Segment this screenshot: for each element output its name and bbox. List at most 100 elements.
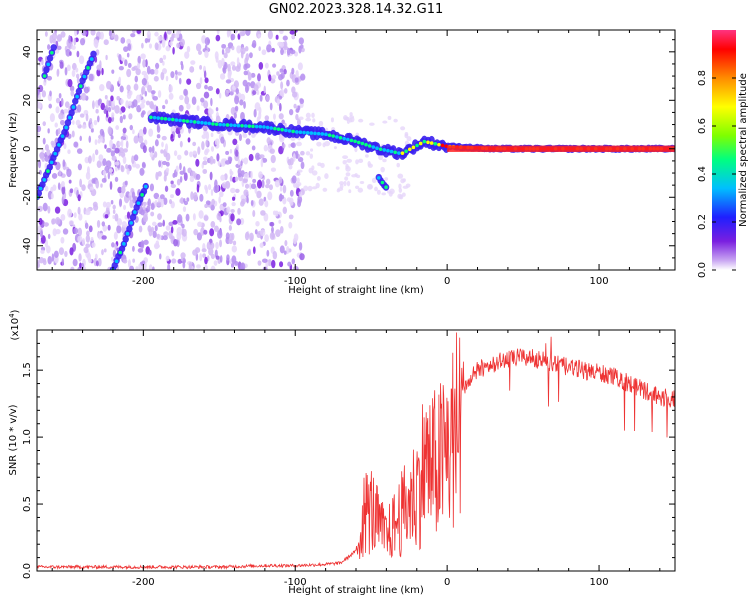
spectrogram-noise-speckle	[83, 86, 90, 94]
spectrogram-noise-speckle	[295, 172, 301, 176]
spectrogram-noise-speckle	[236, 218, 242, 226]
spectrogram-noise-speckle	[131, 155, 135, 165]
spectrogram-noise-speckle	[128, 90, 133, 96]
spectrogram-noise-speckle	[269, 102, 273, 111]
spectrogram-noise-speckle	[86, 166, 90, 175]
spectrogram-noise-speckle	[76, 104, 82, 113]
spectrogram-noise-speckle	[50, 192, 54, 200]
spectrogram-noise-speckle	[236, 45, 242, 54]
spectrogram-noise-speckle	[67, 79, 73, 88]
spectrogram-noise-speckle	[282, 143, 286, 149]
spectrogram-noise-speckle	[374, 186, 378, 192]
spectrogram-noise-speckle	[195, 173, 201, 181]
spectrogram-noise-speckle	[84, 222, 89, 229]
spectrogram-trace-core	[269, 126, 274, 130]
spectrogram-noise-speckle	[201, 248, 207, 253]
spectrogram-noise-speckle	[42, 137, 46, 145]
spectrogram-noise-speckle	[330, 117, 334, 123]
spectrogram-noise-speckle	[143, 126, 147, 135]
spectrogram-noise-speckle	[149, 69, 155, 75]
spectrogram-noise-speckle	[93, 39, 99, 48]
spectrogram-noise-speckle	[296, 118, 301, 126]
spectrogram-noise-speckle	[349, 115, 355, 119]
spectrogram-noise-speckle	[47, 255, 52, 265]
spectrogram-noise-speckle	[216, 212, 222, 221]
spectrogram-trace-core	[258, 124, 263, 129]
spectrogram-noise-speckle	[156, 134, 161, 139]
spectrogram-noise-speckle	[289, 108, 294, 116]
spectrogram-noise-speckle	[136, 30, 142, 34]
spectrogram-noise-speckle	[92, 201, 98, 208]
spectrogram-noise-speckle	[146, 30, 151, 39]
spectrogram-noise-speckle	[182, 166, 186, 175]
spectrogram-trace-core	[291, 129, 295, 134]
spectrogram-noise-speckle	[291, 67, 295, 75]
spectrogram-noise-speckle	[191, 96, 197, 105]
spectrogram-noise-speckle	[139, 167, 145, 176]
spectrogram-trace-core	[262, 125, 266, 129]
spectrogram-trace-core	[64, 125, 68, 130]
spectrogram-noise-speckle	[164, 99, 169, 105]
spectrogram-noise-speckle	[311, 170, 318, 176]
spectrogram-noise-speckle	[256, 179, 263, 189]
spectrogram-trace-core	[338, 136, 343, 140]
spectrogram-noise-speckle	[58, 112, 64, 120]
spectrogram-noise-speckle	[239, 31, 245, 37]
spectrogram-noise-speckle	[154, 31, 159, 37]
spectrogram-noise-speckle	[103, 108, 107, 114]
spectrogram-noise-speckle	[115, 166, 118, 172]
spectrogram-noise-speckle	[136, 62, 141, 69]
spectrogram-trace-core	[46, 169, 50, 173]
spectrogram-noise-speckle	[251, 145, 256, 151]
spectrogram-noise-speckle	[118, 76, 122, 84]
spectrogram-noise-speckle	[204, 50, 209, 59]
spectrogram-noise-speckle	[405, 183, 411, 188]
spectrogram-noise-speckle	[49, 113, 55, 123]
spectrogram-trace-core	[78, 84, 83, 88]
spectrogram-noise-speckle	[218, 196, 221, 204]
spectrogram-noise-speckle	[174, 70, 178, 75]
spectrogram-noise-speckle	[101, 177, 107, 183]
snr-y-axis-label: SNR (10 * v/v)	[8, 404, 19, 475]
spectrogram-noise-speckle	[148, 249, 152, 256]
spectrogram-noise-speckle	[190, 191, 194, 201]
spectrogram-noise-speckle	[104, 144, 107, 149]
spectrogram-noise-speckle	[181, 223, 185, 229]
spectrogram-noise-speckle	[342, 155, 349, 160]
spectrogram-noise-speckle	[141, 161, 146, 168]
spectrogram-noise-speckle	[203, 215, 209, 221]
spectrogram-trace-core	[302, 130, 306, 135]
spectrogram-noise-speckle	[300, 150, 305, 156]
spectrogram-noise-speckle	[210, 132, 214, 138]
spectrogram-noise-speckle	[66, 168, 72, 178]
spectrogram-noise-speckle	[187, 167, 192, 174]
spectrogram-noise-speckle	[252, 246, 256, 255]
spectrogram-noise-speckle	[201, 141, 205, 151]
spectrogram-noise-speckle	[188, 262, 193, 270]
spectrogram-noise-speckle	[255, 220, 260, 227]
spectrogram-noise-speckle	[113, 231, 118, 240]
spectrogram-noise-speckle	[283, 250, 287, 255]
spectrogram-noise-speckle	[183, 172, 188, 182]
spectrogram-noise-speckle	[182, 228, 187, 237]
spectrogram-noise-speckle	[161, 141, 164, 148]
spectrogram-noise-speckle	[226, 206, 231, 214]
spectrogram-noise-speckle	[279, 245, 285, 254]
spectrogram-noise-speckle	[88, 225, 93, 233]
spectrogram-trace-core	[211, 122, 215, 126]
spectrogram-noise-speckle	[279, 225, 284, 234]
spectrogram-trace-core	[415, 143, 419, 148]
spectrogram-noise-speckle	[162, 68, 167, 74]
spectrogram-noise-speckle	[262, 258, 268, 263]
spectrogram-noise-speckle	[198, 210, 204, 219]
spectrogram-noise-speckle	[171, 258, 177, 264]
spectrogram-noise-speckle	[240, 198, 246, 205]
spectrogram-noise-speckle	[99, 128, 104, 136]
spectrogram-noise-speckle	[41, 58, 44, 66]
spectrogram-trace-core	[247, 124, 252, 128]
spectrogram-noise-speckle	[46, 149, 51, 156]
spectrogram-noise-speckle	[60, 31, 66, 38]
spectrogram-noise-speckle	[117, 186, 123, 194]
colorbar-tick-label: 0.6	[697, 118, 708, 134]
spectrogram-noise-speckle	[279, 89, 285, 98]
